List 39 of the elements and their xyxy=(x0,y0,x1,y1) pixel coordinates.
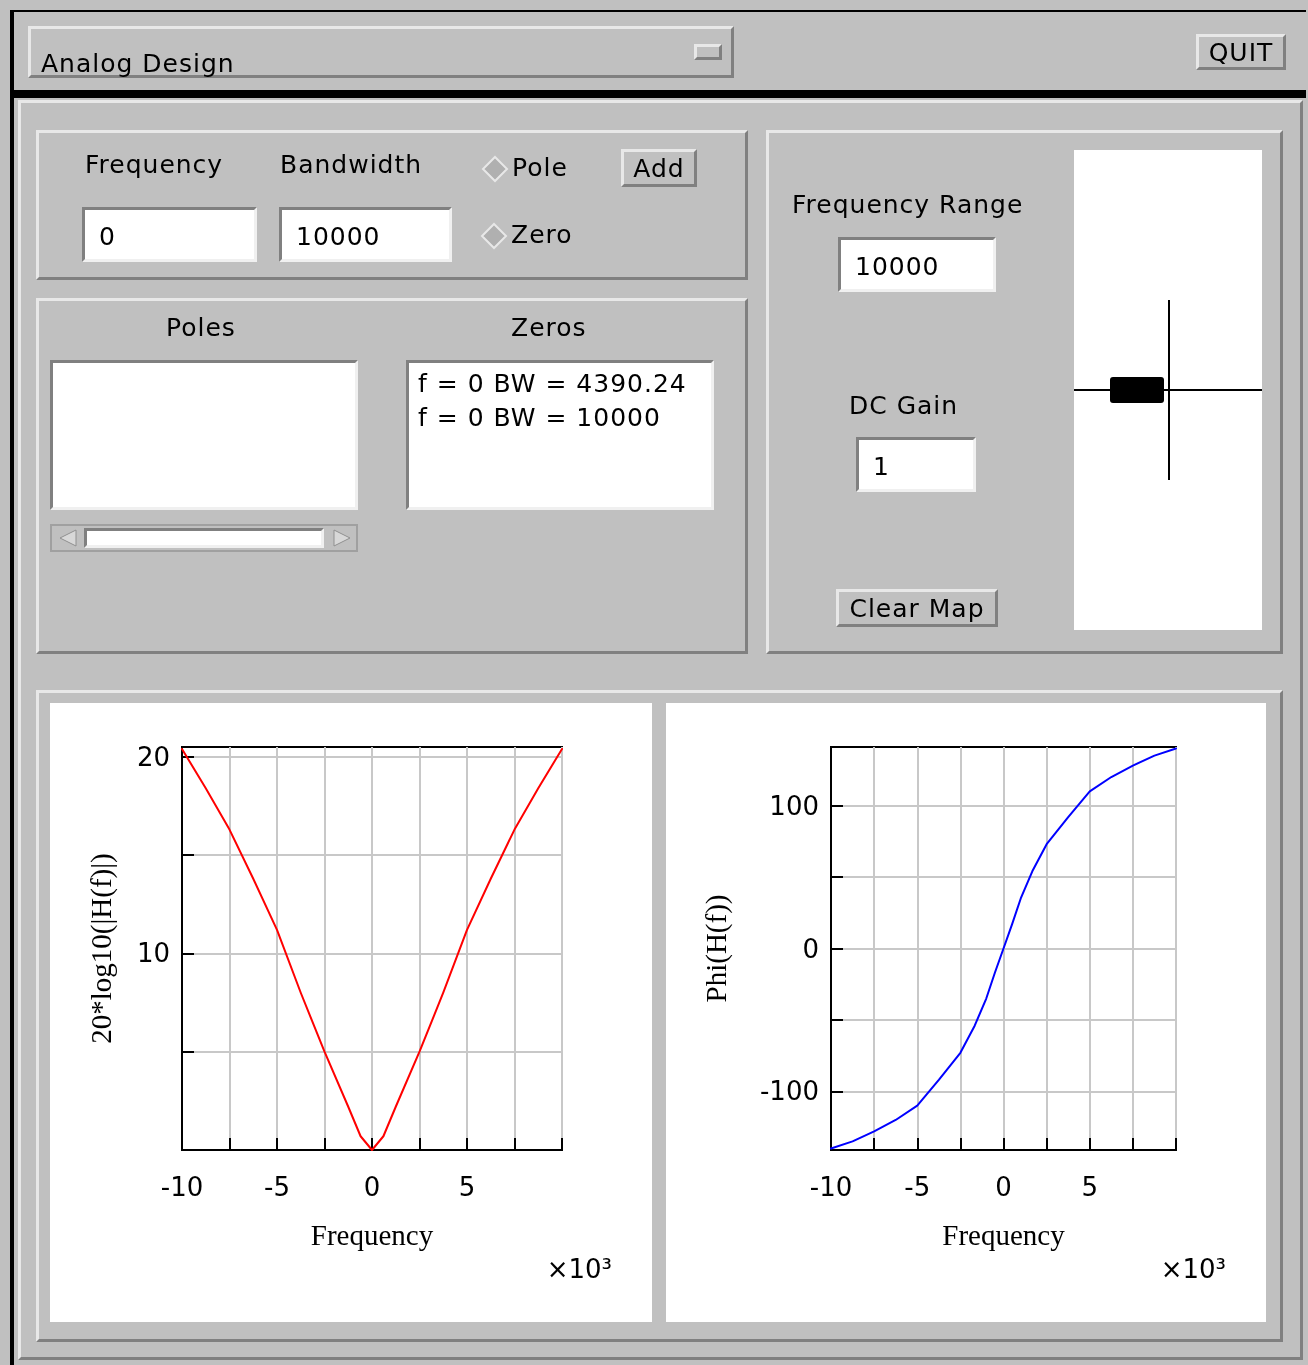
text: ×10³ xyxy=(546,1254,612,1284)
text: ×10³ xyxy=(1160,1254,1226,1284)
y-axis-title: Phi(H(f)) xyxy=(699,894,733,1003)
button: Clear Map xyxy=(836,589,998,627)
text: f = 0 BW = 4390.24 xyxy=(418,369,687,398)
text-field: 0 xyxy=(82,207,257,262)
text-field: 10000 xyxy=(279,207,452,262)
text: Poles xyxy=(166,313,236,342)
x-axis-title: Frequency xyxy=(942,1218,1066,1251)
x-tick-label: 0 xyxy=(363,1172,381,1202)
text: Zeros xyxy=(511,313,587,342)
button: Add xyxy=(621,149,697,187)
text: Frequency Range xyxy=(792,190,1024,219)
x-axis-title: Frequency xyxy=(310,1218,434,1251)
button: QUIT xyxy=(1196,34,1286,70)
text-field: 1 xyxy=(856,437,976,492)
text: f = 0 BW = 10000 xyxy=(418,403,661,432)
x-tick-label: -10 xyxy=(160,1172,204,1202)
y-tick-label: -100 xyxy=(759,1076,819,1107)
y-tick-label: 100 xyxy=(769,790,819,821)
y-tick-label: 10 xyxy=(136,938,170,969)
text: DC Gain xyxy=(849,391,959,420)
text-field: 10000 xyxy=(838,237,996,292)
text: Analog Design xyxy=(41,49,235,78)
x-tick-label: 0 xyxy=(995,1172,1012,1202)
text: Bandwidth xyxy=(280,150,423,179)
text: Zero xyxy=(511,220,573,249)
line-series xyxy=(830,747,1177,1150)
y-tick-label: 0 xyxy=(802,933,819,964)
x-tick-label: -5 xyxy=(904,1172,931,1202)
text: Pole xyxy=(512,153,568,182)
x-tick-label: -10 xyxy=(809,1172,853,1202)
line-series xyxy=(181,747,563,1151)
x-tick-label: -5 xyxy=(264,1172,290,1202)
x-tick-label: 5 xyxy=(1081,1172,1099,1202)
y-axis-title: 20*log10(|H(f)|) xyxy=(84,853,118,1044)
x-tick-label: 5 xyxy=(458,1172,476,1202)
y-tick-label: 20 xyxy=(136,741,170,772)
text: Frequency xyxy=(85,150,224,179)
